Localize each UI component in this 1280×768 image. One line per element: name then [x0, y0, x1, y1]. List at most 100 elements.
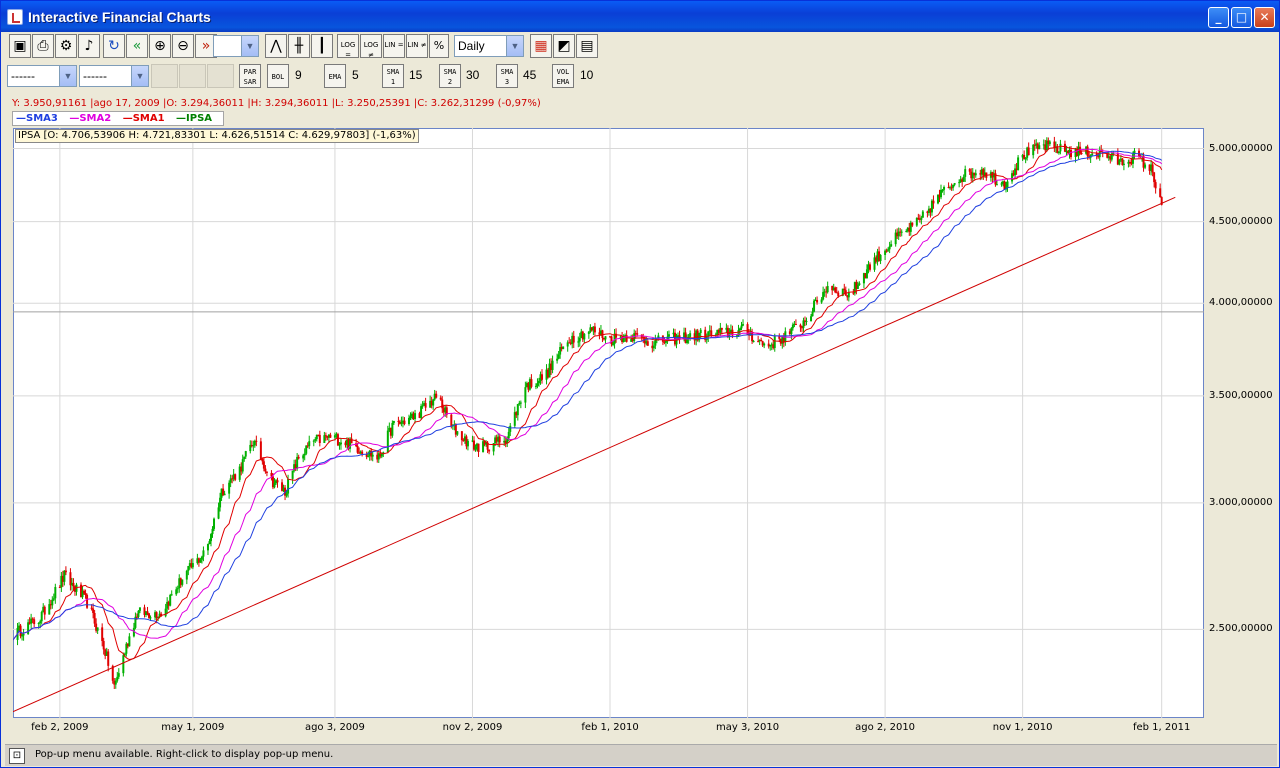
zoom-out-icon[interactable]: ⊖ — [172, 34, 194, 58]
parsar-button[interactable]: PAR SAR — [239, 64, 261, 88]
candle-body — [559, 347, 562, 355]
x-tick-label: may 1, 2009 — [161, 722, 225, 733]
candle-body — [83, 590, 86, 593]
zoom-combo[interactable]: ▼ — [213, 35, 259, 57]
candle-body — [778, 336, 781, 339]
candle-body — [897, 231, 900, 237]
color-scheme-icon[interactable]: ▦ — [530, 34, 552, 58]
period-select[interactable]: Daily ▼ — [454, 35, 524, 57]
candle-body — [495, 437, 498, 442]
candle-body — [107, 651, 110, 666]
candle-body — [767, 343, 770, 347]
candle-body — [800, 327, 803, 329]
candle-body — [974, 173, 977, 176]
candle-body — [862, 273, 865, 284]
candle-body — [598, 332, 601, 335]
empty-slot-button[interactable] — [179, 64, 206, 88]
candle-body — [255, 440, 258, 442]
candle-body — [376, 454, 379, 460]
sma1-button[interactable]: SMA 1 — [382, 64, 404, 88]
candle-body — [973, 172, 976, 176]
bol-button[interactable]: BOL — [267, 64, 289, 88]
candle-body — [1080, 152, 1083, 154]
candle-body — [633, 333, 636, 341]
candle-body — [518, 402, 521, 405]
lin-equal-button[interactable]: LIN = — [383, 34, 405, 58]
zoom-in-icon[interactable]: ⊕ — [149, 34, 171, 58]
candle-body — [714, 334, 717, 336]
candle-body — [896, 232, 899, 237]
candle-body — [810, 316, 813, 322]
legend-sma1: —SMA1 — [122, 113, 165, 124]
print-icon[interactable]: ⎙ — [32, 34, 54, 58]
sma2-button[interactable]: SMA 2 — [439, 64, 461, 88]
sound-icon[interactable]: ♪ — [78, 34, 100, 58]
candle-body — [271, 476, 274, 488]
popup-menu-icon[interactable]: ⊡ — [9, 748, 25, 764]
chart-plot-area[interactable] — [13, 128, 1204, 718]
candle-body — [539, 374, 542, 381]
candle-body — [219, 497, 222, 508]
close-button[interactable]: ✕ — [1254, 7, 1275, 28]
candle-body — [1116, 153, 1119, 165]
lin-notequal-button[interactable]: LIN ≠ — [406, 34, 428, 58]
candlestick-icon[interactable]: ┃ — [311, 34, 333, 58]
log-equal-button[interactable]: LOG = — [337, 34, 359, 59]
candle-body — [497, 436, 500, 442]
candle-body — [1021, 154, 1024, 158]
log-notequal-button[interactable]: LOG ≠ — [360, 34, 382, 59]
indicators-panel-icon[interactable]: ▤ — [576, 34, 598, 58]
candle-body — [414, 413, 417, 420]
candle-body — [435, 393, 438, 398]
candle-body — [799, 324, 802, 328]
chevron-down-icon: ▼ — [59, 66, 76, 86]
empty-slot-button[interactable] — [207, 64, 234, 88]
candle-body — [166, 601, 169, 609]
candle-body — [612, 344, 615, 346]
candle-body — [515, 412, 518, 416]
ema-button[interactable]: EMA — [324, 64, 346, 88]
empty-slot-button[interactable] — [151, 64, 178, 88]
candle-body — [72, 582, 75, 587]
candle-body — [305, 445, 308, 454]
line-chart-icon[interactable]: ⋀ — [265, 34, 287, 58]
study-combo-2[interactable]: ------ ▼ — [79, 65, 149, 87]
candle-body — [831, 285, 834, 291]
minimize-button[interactable]: _ — [1208, 7, 1229, 28]
candle-body — [1003, 181, 1006, 190]
settings-icon[interactable]: ⚙ — [55, 34, 77, 58]
candle-body — [726, 327, 729, 337]
scroll-left-icon[interactable]: « — [126, 34, 148, 58]
candle-body — [1033, 144, 1036, 146]
maximize-button[interactable]: □ — [1231, 7, 1252, 28]
volema-button[interactable]: VOL EMA — [552, 64, 574, 88]
candle-body — [782, 336, 785, 343]
candle-body — [361, 451, 364, 454]
sma3-button[interactable]: SMA 3 — [496, 64, 518, 88]
candle-body — [229, 478, 232, 483]
chart-area-icon[interactable]: ◩ — [553, 34, 575, 58]
candle-body — [158, 613, 161, 618]
app-icon[interactable] — [7, 9, 23, 25]
candle-body — [359, 451, 362, 453]
candle-body — [282, 487, 285, 491]
candle-body — [69, 572, 72, 586]
candle-body — [867, 264, 870, 270]
refresh-icon[interactable]: ↻ — [103, 34, 125, 58]
candle-body — [1153, 172, 1156, 183]
percent-button[interactable]: % — [429, 34, 449, 58]
candle-body — [1118, 159, 1121, 165]
candle-body — [382, 452, 385, 454]
candle-body — [472, 440, 475, 450]
candle-body — [1038, 145, 1041, 150]
ohlc-bars-icon[interactable]: ╫ — [288, 34, 310, 58]
save-icon[interactable]: ▣ — [9, 34, 31, 58]
candle-body — [388, 427, 391, 431]
candle-body — [19, 625, 22, 637]
candle-body — [81, 590, 84, 598]
candle-body — [1035, 143, 1038, 146]
title-bar[interactable]: Interactive Financial Charts _ □ ✕ — [1, 1, 1279, 32]
candle-body — [1130, 162, 1133, 164]
study-combo-1[interactable]: ------ ▼ — [7, 65, 77, 87]
price-chart[interactable] — [13, 128, 1204, 718]
